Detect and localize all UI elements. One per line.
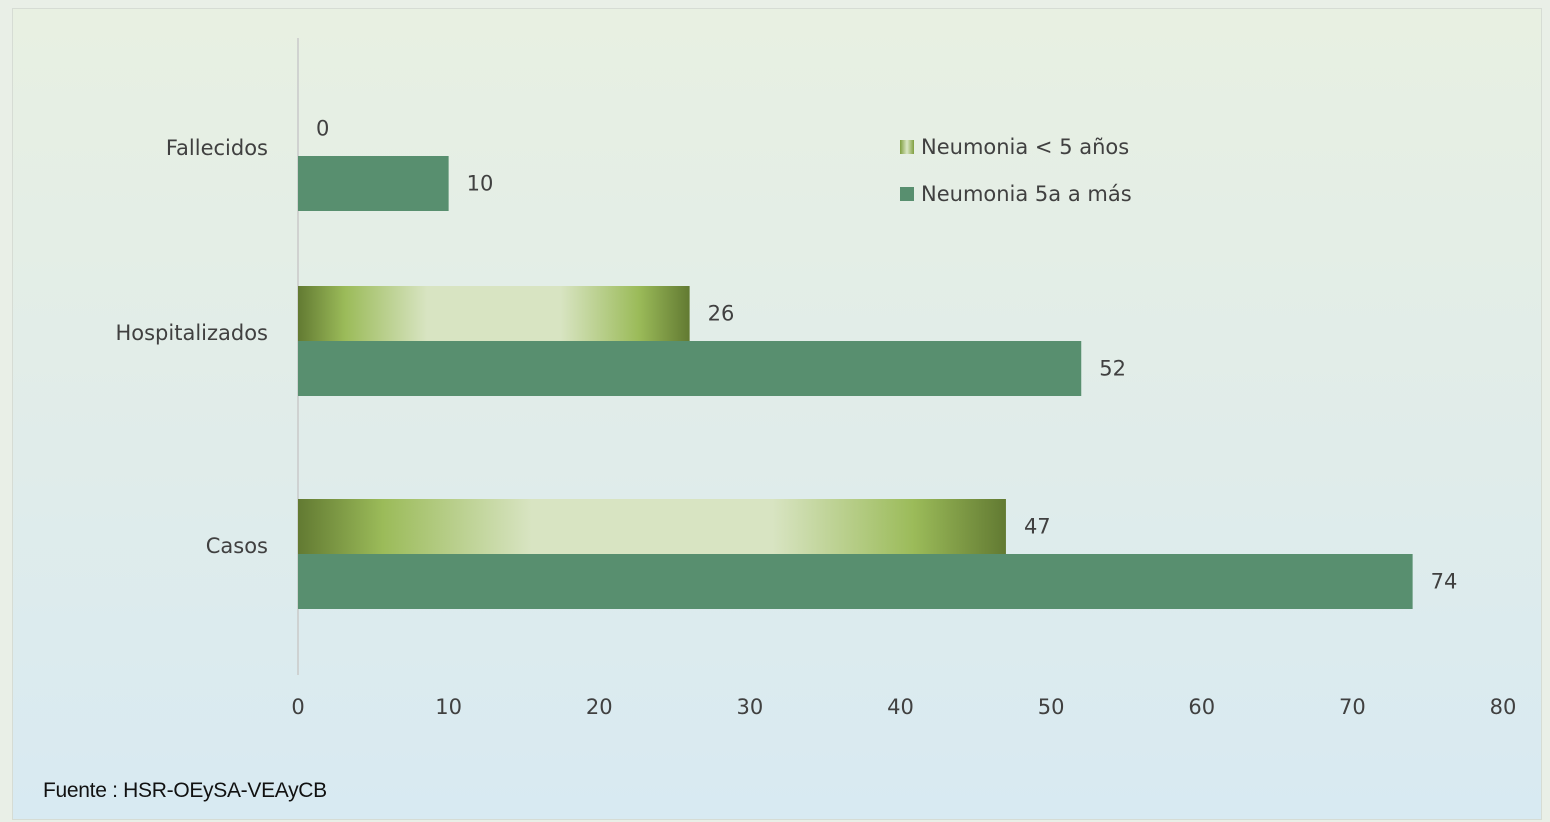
- legend-label-neumonia-5-a-os: Neumonia < 5 años: [921, 135, 1129, 159]
- data-label-neumonia-5-a-os-casos: 47: [1024, 515, 1051, 539]
- legend-swatch-neumonia-5-a-os: [900, 140, 914, 154]
- x-tick-label-6: 60: [1188, 695, 1215, 719]
- category-label-casos: Casos: [206, 534, 268, 558]
- bar-neumonia-5a-a-m-s-casos: [298, 554, 1413, 609]
- source-note: Fuente : HSR-OEySA-VEAyCB: [43, 779, 327, 802]
- x-tick-label-5: 50: [1038, 695, 1065, 719]
- data-label-neumonia-5-a-os-fallecidos: 0: [316, 117, 329, 141]
- legend-swatch-neumonia-5a-a-m-s: [900, 187, 914, 201]
- category-label-hospitalizados: Hospitalizados: [115, 321, 268, 345]
- x-tick-label-8: 80: [1490, 695, 1517, 719]
- x-tick-label-3: 30: [737, 695, 764, 719]
- data-label-neumonia-5-a-os-hospitalizados: 26: [708, 302, 735, 326]
- x-tick-label-2: 20: [586, 695, 613, 719]
- x-tick-label-7: 70: [1339, 695, 1366, 719]
- category-label-fallecidos: Fallecidos: [166, 136, 268, 160]
- chart-frame: [12, 8, 1542, 820]
- data-label-neumonia-5a-a-m-s-hospitalizados: 52: [1099, 357, 1126, 381]
- x-tick-label-0: 0: [291, 695, 304, 719]
- x-tick-label-4: 40: [887, 695, 914, 719]
- x-tick-label-1: 10: [435, 695, 462, 719]
- data-label-neumonia-5a-a-m-s-casos: 74: [1431, 570, 1458, 594]
- bar-neumonia-5-a-os-hospitalizados: [298, 286, 690, 341]
- data-label-neumonia-5a-a-m-s-fallecidos: 10: [467, 172, 494, 196]
- legend-label-neumonia-5a-a-m-s: Neumonia 5a a más: [921, 182, 1132, 206]
- bar-neumonia-5a-a-m-s-hospitalizados: [298, 341, 1082, 396]
- bar-neumonia-5-a-os-casos: [298, 499, 1006, 554]
- bar-neumonia-5a-a-m-s-fallecidos: [298, 156, 449, 211]
